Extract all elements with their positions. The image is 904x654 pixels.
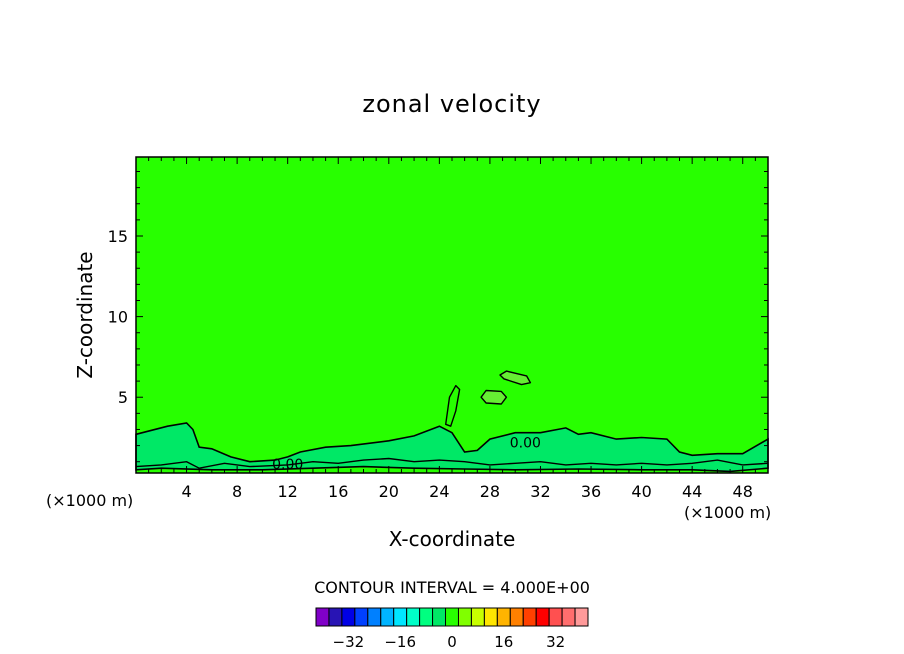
y-axis-label: Z-coordinate [73, 251, 97, 378]
colorbar: −32 −16 0 16 32 [315, 607, 589, 651]
colorbar-swatch [522, 607, 537, 627]
colorbar-swatch [367, 607, 382, 627]
colorbar-swatch [328, 607, 343, 627]
y-tick-label: 5 [118, 388, 128, 407]
colorbar-swatch [483, 607, 498, 627]
x-tick-label: 44 [682, 482, 702, 501]
colorbar-swatch [419, 607, 434, 627]
colorbar-swatch [354, 607, 369, 627]
x-tick-label: 12 [278, 482, 298, 501]
x-tick-label: 28 [480, 482, 500, 501]
x-unit-label-left: (×1000 m) [46, 491, 133, 510]
colorbar-swatch [393, 607, 408, 627]
colorbar-swatch [457, 607, 472, 627]
x-tick-label: 32 [530, 482, 550, 501]
colorbar-swatch [548, 607, 563, 627]
colorbar-swatch [509, 607, 524, 627]
x-tick-label: 40 [631, 482, 651, 501]
colorbar-swatch [445, 607, 459, 627]
x-tick-label: 20 [379, 482, 399, 501]
contour-label-1: 0.00 [272, 457, 303, 473]
colorbar-swatch [341, 607, 356, 627]
contour-interval-text: CONTOUR INTERVAL = 4.000E+00 [314, 578, 590, 597]
colorbar-tick-label: −32 [333, 633, 365, 651]
colorbar-tick-label: 0 [447, 633, 457, 651]
x-tick-label: 4 [181, 482, 191, 501]
colorbar-swatch [561, 607, 576, 627]
y-tick-label: 15 [108, 227, 128, 246]
colorbar-swatch [535, 607, 550, 627]
contour-feature-2 [499, 370, 532, 386]
x-tick-label: 8 [232, 482, 242, 501]
chart-title: zonal velocity [362, 90, 541, 118]
colorbar-swatch [380, 607, 395, 627]
x-tick-label: 16 [328, 482, 348, 501]
x-unit-label-right: (×1000 m) [684, 503, 771, 522]
contour-label-2: 0.00 [510, 435, 541, 451]
colorbar-swatch [406, 607, 421, 627]
colorbar-swatch [496, 607, 511, 627]
colorbar-tick-label: −16 [384, 633, 416, 651]
colorbar-swatch [432, 607, 447, 627]
contour-near-surface-band [135, 422, 769, 473]
colorbar-swatch [315, 607, 330, 627]
x-tick-label: 48 [733, 482, 753, 501]
contour-feature-1 [480, 389, 508, 405]
colorbar-tick-label: 16 [494, 633, 513, 651]
colorbar-swatch [574, 607, 589, 627]
contour-feature-3 [445, 384, 461, 427]
colorbar-tick-label: 32 [546, 633, 565, 651]
x-axis-label: X-coordinate [389, 527, 516, 551]
field-background [136, 157, 768, 473]
colorbar-swatch [470, 607, 485, 627]
x-tick-label: 36 [581, 482, 601, 501]
y-tick-label: 10 [108, 308, 128, 327]
x-tick-label: 24 [429, 482, 449, 501]
contour-inner-line [135, 457, 769, 469]
